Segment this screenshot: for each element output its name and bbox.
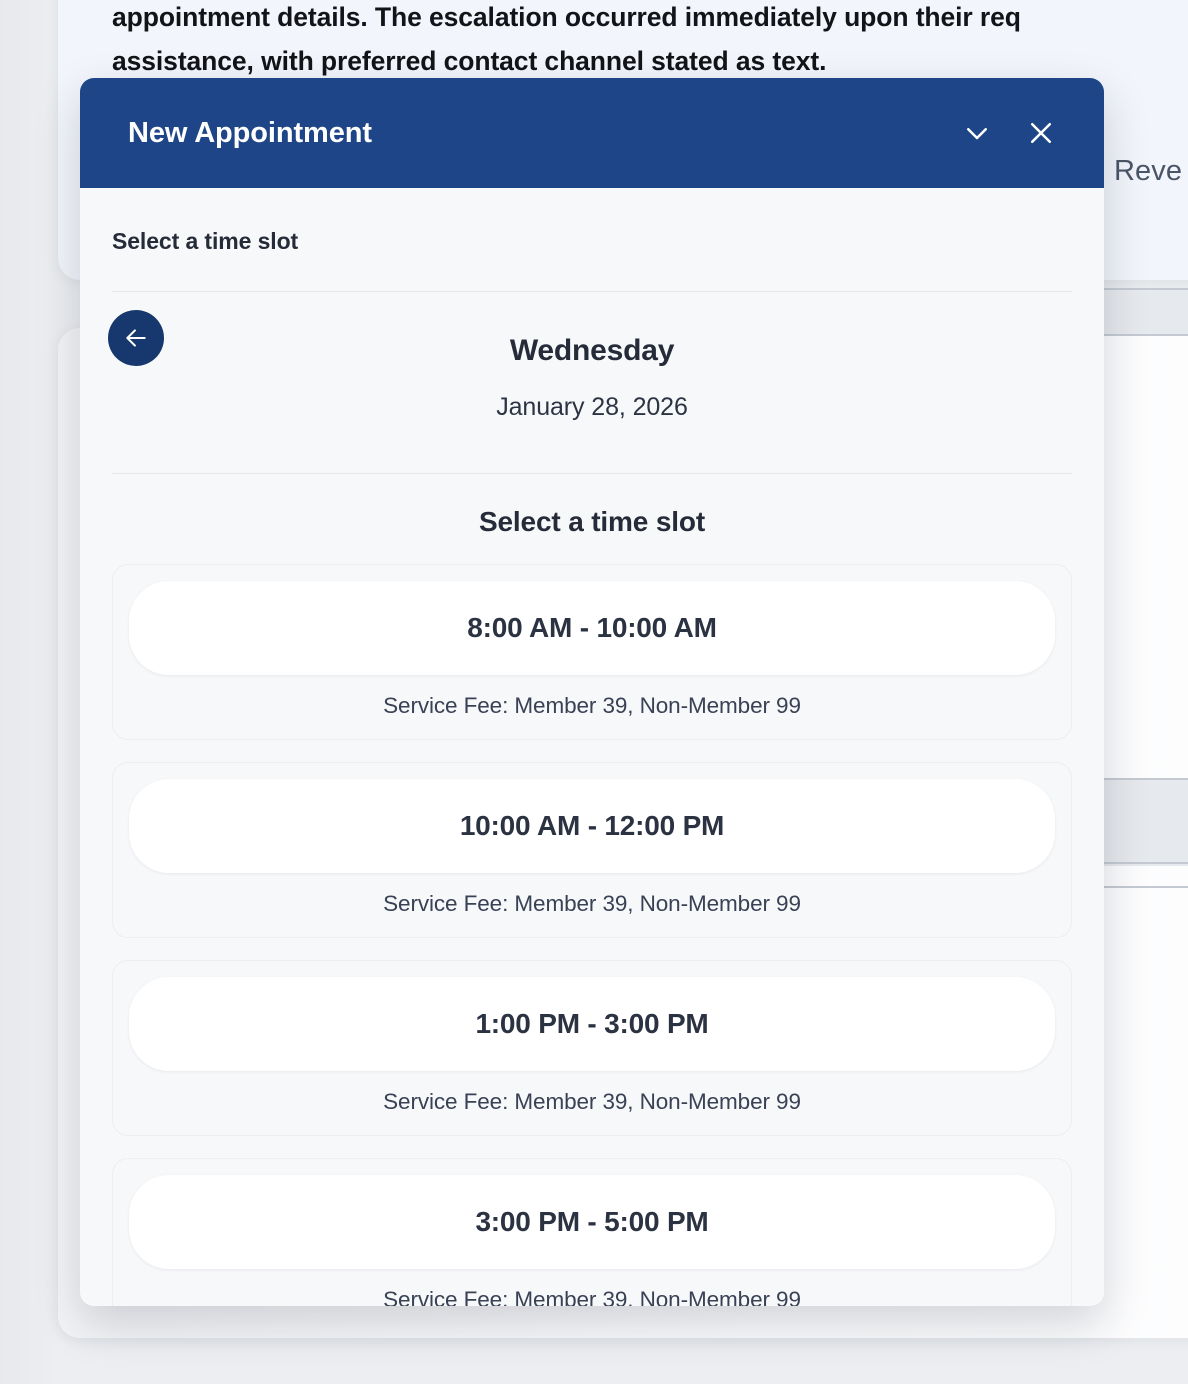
time-slot-button[interactable]: 8:00 AM - 10:00 AM	[129, 581, 1055, 675]
background-context-line-2: assistance, with preferred contact chann…	[112, 46, 827, 76]
time-slot-button[interactable]: 1:00 PM - 3:00 PM	[129, 977, 1055, 1071]
modal-body: Select a time slot Wednesday January 28,…	[80, 188, 1104, 1306]
time-slot-label: 1:00 PM - 3:00 PM	[475, 1008, 709, 1039]
time-slot-fee: Service Fee: Member 39, Non-Member 99	[383, 1287, 801, 1306]
background-table-row-highlight	[1104, 780, 1188, 866]
time-slot-button[interactable]: 10:00 AM - 12:00 PM	[129, 779, 1055, 873]
background-table-divider	[1104, 778, 1188, 780]
modal-title: New Appointment	[128, 116, 372, 149]
background-table-divider	[1104, 886, 1188, 888]
background-table-divider	[1104, 334, 1188, 336]
time-slot-card[interactable]: 10:00 AM - 12:00 PM Service Fee: Member …	[112, 762, 1072, 938]
time-slot-label: 3:00 PM - 5:00 PM	[475, 1206, 709, 1237]
background-table-divider	[1104, 288, 1188, 290]
selected-date: January 28, 2026	[496, 393, 688, 421]
slots-heading: Select a time slot	[478, 506, 706, 537]
background-context-line-1: appointment details. The escalation occu…	[112, 2, 1021, 32]
date-divider	[112, 473, 1072, 474]
time-slot-card[interactable]: 8:00 AM - 10:00 AM Service Fee: Member 3…	[112, 564, 1072, 740]
selected-weekday: Wednesday	[509, 334, 675, 367]
section-divider	[112, 291, 1072, 292]
time-slot-list: 8:00 AM - 10:00 AM Service Fee: Member 3…	[80, 538, 1104, 1306]
date-navigation: Wednesday January 28, 2026	[80, 292, 1104, 446]
modal-header: New Appointment	[80, 78, 1104, 188]
background-table-divider	[1104, 862, 1188, 864]
modal-header-actions	[960, 116, 1058, 150]
time-slot-button[interactable]: 3:00 PM - 5:00 PM	[129, 1175, 1055, 1269]
time-slot-label: 8:00 AM - 10:00 AM	[467, 612, 717, 643]
time-slot-card[interactable]: 3:00 PM - 5:00 PM Service Fee: Member 39…	[112, 1158, 1072, 1306]
close-icon[interactable]	[1024, 116, 1058, 150]
background-side-panel-label: Reve	[1114, 155, 1183, 187]
chevron-down-icon[interactable]	[960, 116, 994, 150]
back-button[interactable]	[108, 310, 164, 366]
section-label: Select a time slot	[112, 228, 299, 254]
arrow-left-icon	[126, 329, 146, 347]
time-slot-card[interactable]: 1:00 PM - 3:00 PM Service Fee: Member 39…	[112, 960, 1072, 1136]
time-slot-fee: Service Fee: Member 39, Non-Member 99	[383, 693, 801, 718]
background-left-rail	[0, 0, 60, 1384]
new-appointment-modal: New Appointment Select a time slot Wedne…	[80, 78, 1104, 1306]
background-table-row-highlight	[1104, 290, 1188, 334]
time-slot-fee: Service Fee: Member 39, Non-Member 99	[383, 891, 801, 916]
time-slot-fee: Service Fee: Member 39, Non-Member 99	[383, 1089, 801, 1114]
time-slot-label: 10:00 AM - 12:00 PM	[459, 810, 725, 841]
